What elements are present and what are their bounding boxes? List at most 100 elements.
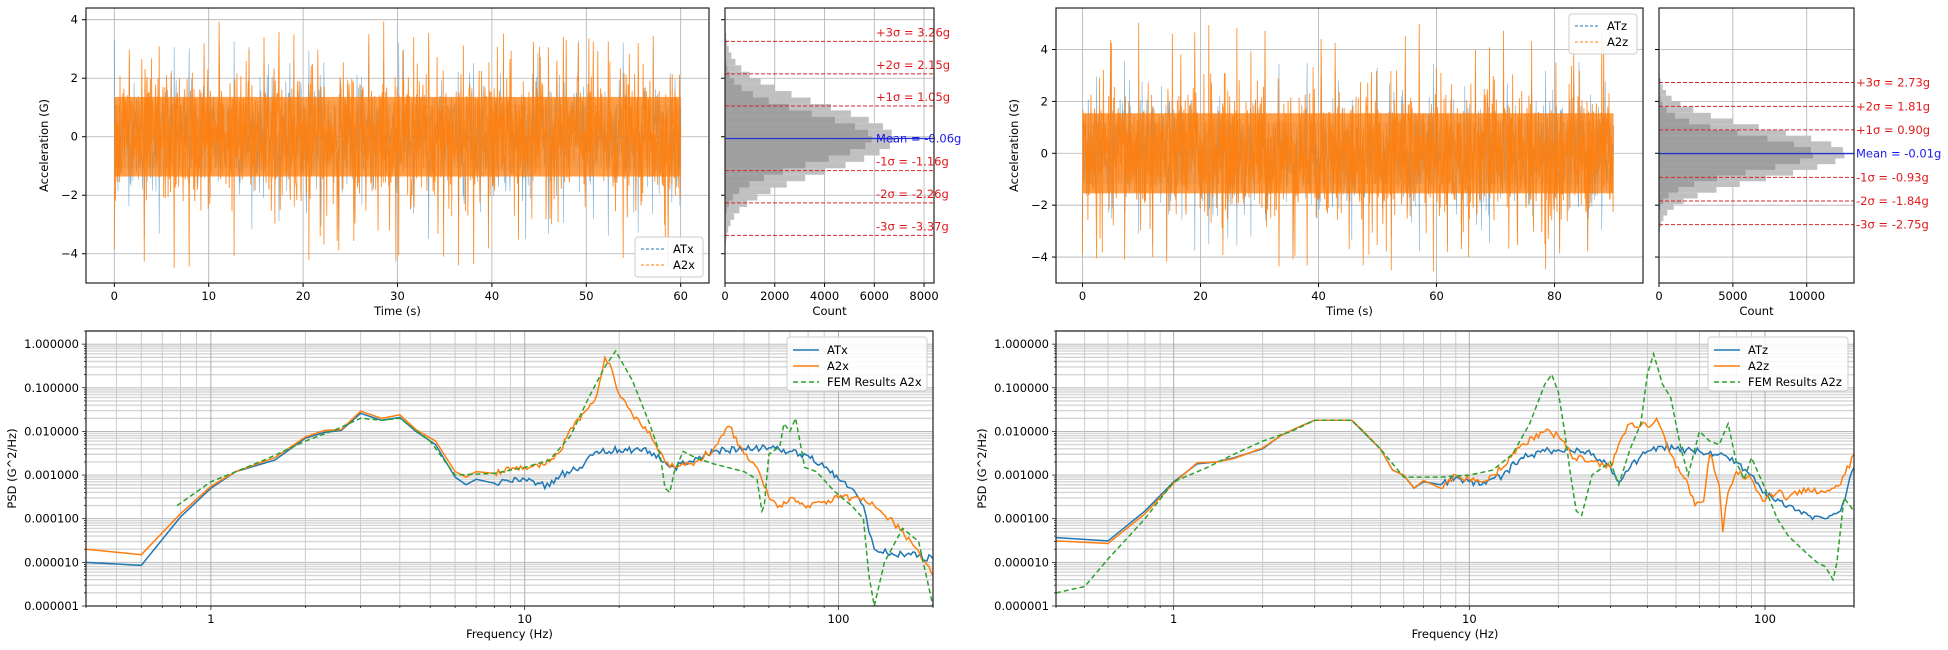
y-tick-label: 0.010000 <box>24 424 79 438</box>
histogram-bar <box>725 52 732 59</box>
series-line-ATx <box>85 412 934 567</box>
histogram-bar <box>725 65 728 72</box>
chart-hist-x: 0 2000 4000 6000 8000 +3σ = 3.26g +2σ = 2.15g +… <box>721 7 961 318</box>
x-tick-label: 4000 <box>810 289 839 303</box>
histogram-bar <box>1659 204 1661 210</box>
histogram-bar <box>725 110 812 117</box>
histogram-bar <box>725 187 740 195</box>
histogram-bar <box>1659 192 1698 199</box>
sigma-label: -2σ = -2.26g <box>876 187 949 201</box>
x-tick-label: 1 <box>1170 612 1177 626</box>
y-axis-label: PSD (G^2/Hz) <box>5 428 19 508</box>
histogram-bar <box>725 194 733 201</box>
histogram-bar <box>1659 95 1661 102</box>
y-tick-label: 0.000001 <box>994 599 1049 613</box>
histogram-bar <box>725 161 806 169</box>
histogram-bar <box>1659 164 1776 170</box>
chart-psd-x: 1 10 100 0.000001 0.000010 0.000100 0.001000 0.… <box>5 330 934 641</box>
plot-frame <box>1055 330 1855 607</box>
histogram-bar <box>725 206 740 214</box>
histogram-bar <box>1659 101 1681 108</box>
sigma-label: +1σ = 0.90g <box>1856 123 1930 137</box>
x-tick-label: 0 <box>721 289 728 303</box>
legend-label: FEM Results A2z <box>1748 375 1842 389</box>
x-axis-label: Frequency (Hz) <box>1412 627 1499 641</box>
mean-label: Mean = -0.06g <box>876 131 961 145</box>
y-tick-label: −2 <box>1031 198 1048 212</box>
series-band-A2x <box>114 96 681 177</box>
histogram-bar <box>1659 141 1795 148</box>
y-tick-label: 0.001000 <box>994 468 1049 482</box>
sigma-label: -3σ = -3.37g <box>876 219 949 233</box>
histogram-bar <box>725 65 742 72</box>
x-tick-label: 10000 <box>1788 289 1825 303</box>
chart-psd-z: 1 10 100 0.000001 0.000010 0.000100 0.001000 0.… <box>975 330 1855 641</box>
x-axis-label: Frequency (Hz) <box>466 627 553 641</box>
plot-frame <box>85 330 934 607</box>
y-tick-label: 0.100000 <box>994 381 1049 395</box>
y-tick-label: 2 <box>71 71 78 85</box>
histogram-bar <box>725 71 730 79</box>
x-tick-label: 6000 <box>860 289 889 303</box>
histogram-bar <box>1659 112 1711 119</box>
legend-label: ATz <box>1748 343 1768 357</box>
histogram-bar <box>1659 129 1738 136</box>
x-tick-label: 20 <box>1193 289 1208 303</box>
series-line-FEM-Results-A2z <box>1055 351 1855 594</box>
histogram-bar <box>1659 187 1679 193</box>
x-tick-label: 10 <box>517 612 532 626</box>
chart-time-x: 0 10 20 30 40 50 60 −4 −2 0 2 4 Time (s) Acceleration… <box>37 7 710 318</box>
y-axis-label: Acceleration (G) <box>1007 99 1021 192</box>
histogram-bar <box>1659 181 1740 188</box>
histogram-bar <box>1659 135 1768 142</box>
y-tick-label: 2 <box>1041 94 1048 108</box>
x-tick-label: 8000 <box>909 289 938 303</box>
histogram-bar <box>1659 112 1676 119</box>
histogram-bar <box>725 84 742 92</box>
sigma-label: +2σ = 1.81g <box>1856 99 1930 113</box>
histogram-bar <box>1659 124 1711 130</box>
histogram-bar <box>1659 181 1695 188</box>
y-tick-label: 0.000010 <box>24 555 79 569</box>
histogram-bar <box>1659 175 1718 182</box>
y-tick-label: 4 <box>1041 43 1048 57</box>
y-tick-label: 0 <box>71 130 78 144</box>
y-tick-label: 0.001000 <box>24 468 79 482</box>
histogram-bar <box>725 84 775 92</box>
series-line-A2x <box>85 354 934 576</box>
legend-label: ATz <box>1607 19 1627 33</box>
x-tick-label: 100 <box>828 612 850 626</box>
x-tick-label: 1 <box>207 612 214 626</box>
histogram-bar <box>1659 147 1811 153</box>
histogram-bar <box>725 39 728 47</box>
series-line-A2z <box>1055 416 1855 545</box>
sigma-label: -1σ = -1.16g <box>876 155 949 169</box>
histogram-bar <box>725 58 736 66</box>
histogram-bar <box>725 168 783 175</box>
legend-label: A2x <box>673 258 695 272</box>
x-tick-label: 0 <box>1655 289 1662 303</box>
y-tick-label: 0.100000 <box>24 381 79 395</box>
x-tick-label: 60 <box>673 289 688 303</box>
chart-time-z: 0 20 40 60 80 −4 −2 0 2 4 Time (s) Acceleration (G)… <box>1007 7 1644 318</box>
histogram-bar <box>725 71 750 79</box>
x-tick-label: 50 <box>579 289 594 303</box>
plot-frame <box>85 7 710 284</box>
histogram-bar <box>1659 158 1800 165</box>
histogram-bar <box>725 78 761 85</box>
sigma-label: -1σ = -0.93g <box>1856 170 1929 184</box>
histogram-bar <box>1659 84 1663 90</box>
y-axis-label: Acceleration (G) <box>37 99 51 192</box>
histogram-bar <box>725 136 872 143</box>
y-tick-label: −2 <box>61 188 78 202</box>
histogram-bar <box>1659 209 1668 216</box>
histogram-bar <box>1659 187 1717 193</box>
histogram-bar <box>1659 215 1664 222</box>
y-tick-label: −4 <box>1031 250 1048 264</box>
y-tick-label: 0 <box>1041 146 1048 160</box>
legend-label: ATx <box>673 242 694 256</box>
legend-label: A2x <box>827 359 849 373</box>
x-tick-label: 100 <box>1754 612 1776 626</box>
sigma-label: +1σ = 1.05g <box>876 90 950 104</box>
